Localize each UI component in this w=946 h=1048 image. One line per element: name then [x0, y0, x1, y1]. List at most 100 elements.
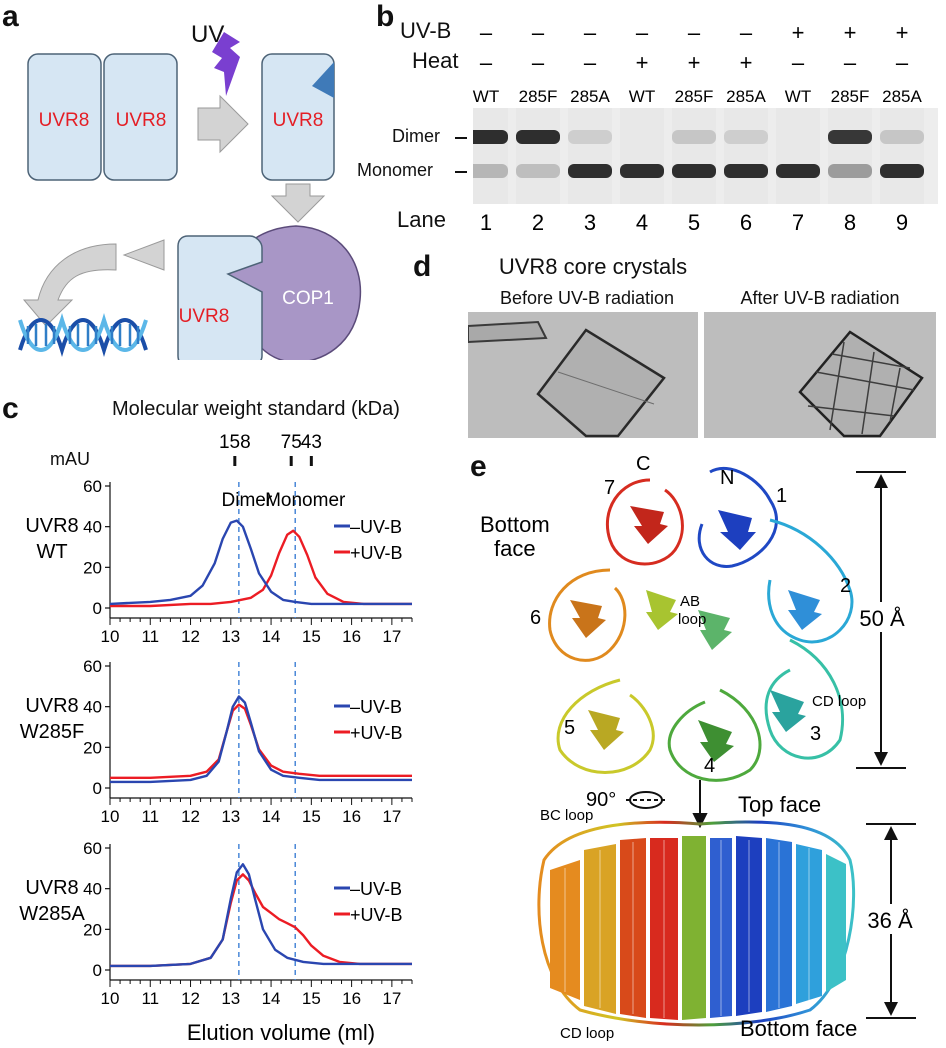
x-tick-label: 15	[302, 807, 321, 826]
side-view-propeller	[537, 820, 856, 1027]
uvr8-label-complex: UVR8	[179, 306, 230, 327]
uvb-row-label: UV-B	[400, 18, 452, 43]
x-tick-label: 15	[302, 627, 321, 646]
gel-image	[464, 108, 938, 204]
dimer-peak-label: Dimer	[222, 490, 273, 511]
x-tick-label: 16	[342, 807, 361, 826]
dimer-band	[724, 130, 768, 144]
x-tick-label: 11	[141, 807, 159, 826]
heat-sign: –	[480, 50, 493, 75]
x-tick-label: 16	[342, 989, 361, 1008]
x-tick-label: 11	[141, 989, 159, 1008]
x-tick-label: 14	[262, 989, 281, 1008]
uvb-sign: –	[584, 20, 597, 45]
panel-label-c: c	[2, 392, 19, 425]
dimension-36-label: 36 Å	[867, 908, 913, 933]
y-tick-label: 0	[93, 779, 102, 798]
chart-row-label: W285A	[19, 903, 85, 925]
y-tick-label: 20	[83, 738, 102, 757]
curved-arrow-icon	[22, 243, 117, 327]
genotype-label: WT	[629, 87, 655, 106]
panel-label-b: b	[376, 0, 395, 33]
dimer-band	[464, 130, 508, 144]
monomer-band	[672, 164, 716, 178]
lane-number: 2	[532, 210, 544, 235]
gel-lane	[516, 108, 560, 204]
heat-sign: +	[740, 50, 753, 75]
lane-number: 9	[896, 210, 908, 235]
gel-lane	[672, 108, 716, 204]
dimer-band	[568, 130, 612, 144]
crystals-title: UVR8 core crystals	[498, 254, 688, 279]
legend-label-plus: +UV-B	[350, 905, 403, 925]
lane-number: 6	[740, 210, 752, 235]
x-tick-label: 15	[302, 989, 321, 1008]
legend-label-minus: –UV-B	[350, 879, 402, 899]
panel-label-e: e	[470, 450, 487, 483]
genotype-label: 285A	[570, 87, 610, 106]
active-site-wedge-icon	[312, 62, 334, 98]
panel-label-a: a	[2, 0, 19, 33]
uvb-sign: –	[740, 20, 753, 45]
gel-lane	[724, 108, 768, 204]
x-tick-label: 12	[181, 627, 200, 646]
heat-sign: –	[844, 50, 857, 75]
y-tick-label: 40	[83, 518, 102, 537]
x-tick-label: 13	[221, 989, 240, 1008]
uvb-sign: +	[896, 20, 909, 45]
panel-a-schematic: UVR8 UVR8 UV UVR8 UVR8 COP1	[18, 21, 362, 360]
x-tick-label: 12	[181, 807, 200, 826]
panel-e-structure: C N 7 1 2 3 4 5 6 Bottom face AB loop CD…	[480, 453, 918, 1042]
after-uvb-label: After UV-B radiation	[740, 288, 900, 308]
genotype-label: WT	[473, 87, 499, 106]
legend-label-plus: +UV-B	[350, 723, 403, 743]
before-uvb-label: Before UV-B radiation	[499, 288, 675, 308]
blade-5-label: 5	[564, 717, 575, 739]
series-line-minus-uvb	[110, 695, 412, 784]
uvb-sign: –	[480, 20, 493, 45]
monomer-band	[828, 164, 872, 178]
gel-lane	[568, 108, 612, 204]
crystal-before-image	[468, 312, 698, 438]
uvb-sign: –	[688, 20, 701, 45]
y-tick-label: 40	[83, 880, 102, 899]
heat-sign: –	[896, 50, 909, 75]
uvb-sign: +	[792, 20, 805, 45]
x-tick-label: 13	[221, 807, 240, 826]
gel-header: – – – – – – + + + – – – + + + – – – WT 285F 285A WT 285F 285A WT…	[473, 20, 923, 106]
series-line-minus-uvb	[110, 863, 412, 968]
bc-loop-label: BC loop	[540, 807, 593, 824]
y-tick-label: 60	[83, 839, 102, 858]
gel-lane	[776, 108, 820, 204]
x-tick-label: 12	[181, 989, 200, 1008]
rotation-label: 90°	[586, 789, 616, 811]
lane-number: 1	[480, 210, 492, 235]
heat-sign: +	[688, 50, 701, 75]
genotype-label: WT	[785, 87, 811, 106]
x-tick-label: 17	[382, 989, 401, 1008]
dim-50-bg	[854, 602, 910, 632]
chromatogram-2: 0 20 40 60 10 11 12 13 14 15 16 17 UVR8 W285F –UV-B +UV…	[20, 657, 413, 826]
monomer-band	[516, 164, 560, 178]
monomer-band	[620, 164, 664, 178]
uvr8-dimer-box-1	[27, 53, 102, 181]
series-line-plus-uvb	[110, 703, 412, 779]
rotation-arrow-icon	[626, 780, 708, 829]
blade-4-label: 4	[704, 755, 715, 777]
monomer-band	[464, 164, 508, 178]
gel-lane	[464, 108, 508, 204]
dna-helix-icon	[18, 313, 148, 357]
bottom-face-label-top-line2: face	[494, 536, 536, 561]
dimension-50-label: 50 Å	[859, 606, 905, 631]
lane-row-label: Lane	[397, 207, 446, 232]
series-line-plus-uvb	[110, 529, 412, 608]
mw-marker-label: 75	[281, 432, 302, 453]
crystal-after-image	[704, 312, 936, 438]
heat-sign: –	[532, 50, 545, 75]
mw-standard-title: Molecular weight standard (kDa)	[112, 398, 400, 420]
x-tick-label: 11	[141, 627, 159, 646]
down-arrow-icon	[270, 183, 326, 223]
gel-lane	[828, 108, 872, 204]
ab-loop-label-line1: AB	[680, 593, 700, 610]
